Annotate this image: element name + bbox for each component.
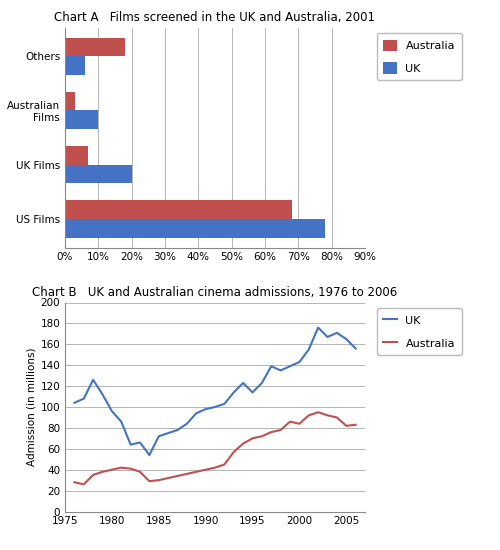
Bar — [65, 146, 88, 164]
UK — [156, 433, 162, 439]
UK — [306, 346, 312, 353]
Australia — [343, 422, 349, 429]
Bar — [65, 111, 98, 129]
Bar — [65, 57, 85, 75]
Australia — [259, 433, 265, 439]
Line: Australia: Australia — [74, 412, 356, 485]
Australia — [90, 471, 96, 478]
UK — [128, 441, 134, 448]
UK — [109, 408, 115, 415]
UK — [146, 452, 152, 458]
Australia — [212, 464, 218, 471]
Bar — [65, 91, 75, 111]
Australia — [165, 475, 171, 481]
Australia — [240, 440, 246, 447]
Australia — [250, 435, 256, 442]
UK — [231, 389, 237, 395]
UK — [287, 363, 293, 370]
UK — [268, 363, 274, 370]
UK — [100, 391, 105, 398]
Bar — [65, 218, 325, 238]
Australia — [352, 421, 358, 428]
UK — [202, 406, 208, 412]
UK — [184, 420, 190, 427]
UK — [278, 367, 283, 374]
Australia — [278, 427, 283, 433]
Australia — [184, 471, 190, 477]
UK — [212, 404, 218, 410]
Australia — [334, 414, 340, 421]
Bar — [65, 200, 292, 218]
Legend: Australia, UK: Australia, UK — [376, 33, 462, 80]
Australia — [306, 412, 312, 419]
Australia — [315, 409, 321, 416]
UK — [315, 324, 321, 331]
Legend: UK, Australia: UK, Australia — [376, 308, 462, 355]
Bar — [65, 164, 132, 184]
Bar — [65, 37, 125, 57]
UK — [174, 427, 180, 433]
Australia — [287, 419, 293, 425]
Australia — [231, 449, 237, 455]
Australia — [81, 481, 87, 488]
UK — [334, 329, 340, 336]
Australia — [72, 479, 78, 486]
UK — [118, 419, 124, 425]
UK — [72, 399, 78, 406]
Australia — [146, 478, 152, 485]
Line: UK: UK — [74, 328, 356, 455]
Australia — [128, 465, 134, 472]
UK — [250, 389, 256, 395]
UK — [90, 377, 96, 383]
UK — [296, 359, 302, 365]
UK — [259, 379, 265, 386]
Australia — [174, 472, 180, 479]
Australia — [202, 466, 208, 473]
UK — [222, 400, 228, 407]
Title: Chart B   UK and Australian cinema admissions, 1976 to 2006: Chart B UK and Australian cinema admissi… — [32, 285, 398, 299]
Australia — [109, 466, 115, 473]
UK — [165, 430, 171, 437]
Australia — [193, 469, 199, 475]
UK — [343, 336, 349, 342]
Australia — [137, 469, 143, 475]
Australia — [222, 461, 228, 468]
UK — [240, 379, 246, 386]
Australia — [324, 412, 330, 419]
UK — [352, 345, 358, 352]
Title: Chart A   Films screened in the UK and Australia, 2001: Chart A Films screened in the UK and Aus… — [54, 10, 376, 24]
UK — [193, 410, 199, 416]
UK — [81, 395, 87, 402]
Australia — [156, 477, 162, 483]
Australia — [296, 420, 302, 427]
Australia — [268, 429, 274, 436]
Australia — [100, 469, 105, 475]
Y-axis label: Admission (in millions): Admission (in millions) — [26, 348, 36, 466]
UK — [324, 334, 330, 340]
UK — [137, 439, 143, 446]
Australia — [118, 464, 124, 471]
